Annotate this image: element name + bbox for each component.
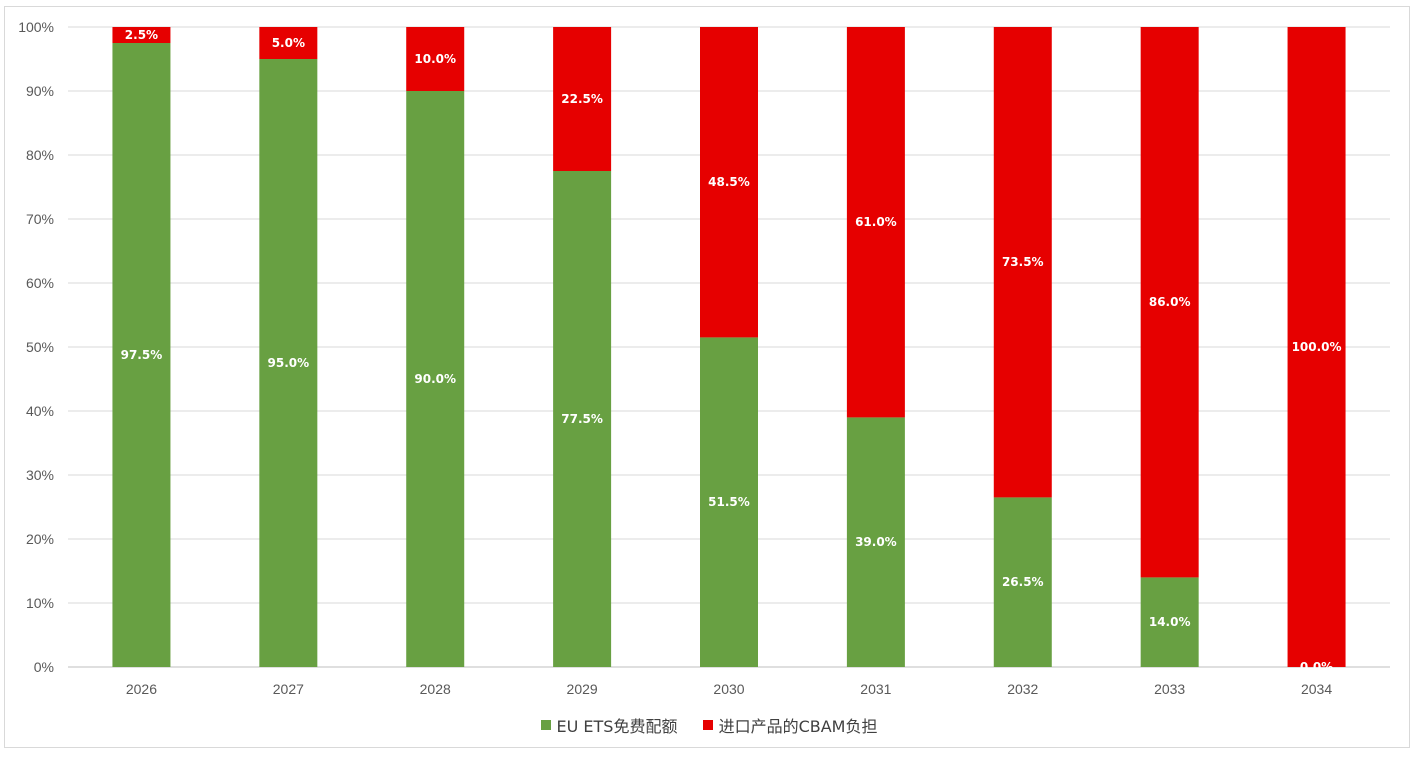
data-label: 14.0% (1149, 615, 1191, 629)
x-tick-label: 2026 (126, 681, 157, 697)
bar-segment-cbam-burden (406, 27, 465, 91)
bar-segment-free-allowance (700, 337, 758, 667)
legend-swatch-free-allowance (540, 720, 551, 730)
y-tick-label: 90% (26, 83, 54, 99)
y-tick-label: 20% (26, 531, 54, 547)
data-label: 61.0% (855, 215, 897, 229)
bar-segment-cbam-burden (846, 27, 905, 418)
bar-segment-free-allowance (259, 59, 318, 667)
y-tick-label: 60% (26, 275, 54, 291)
y-tick-label: 30% (26, 467, 54, 483)
x-tick-label: 2033 (1154, 681, 1185, 697)
legend-item-cbam-burden: 进口产品的CBAM负担 (702, 713, 878, 737)
x-tick-label: 2029 (567, 681, 598, 697)
y-tick-label: 40% (26, 403, 54, 419)
bar-segment-cbam-burden (1140, 27, 1199, 578)
data-label: 51.5% (708, 495, 750, 509)
bar-segment-free-allowance (993, 497, 1052, 667)
x-axis-tick-labels: 2026 2027 2028 2029 2030 2031 2032 2033 2034 (126, 681, 1332, 697)
bar-segment-free-allowance (112, 43, 171, 667)
data-label: 73.5% (1002, 255, 1044, 269)
bar-segment-free-allowance (846, 417, 905, 667)
y-tick-label: 70% (26, 211, 54, 227)
data-label: 86.0% (1149, 295, 1191, 309)
data-label: 95.0% (268, 356, 310, 370)
y-tick-label: 10% (26, 595, 54, 611)
bar-segment-cbam-burden (259, 27, 318, 59)
y-axis-tick-labels: 0% 10% 20% 30% 40% 50% 60% 70% 80% 90% 100% (18, 19, 54, 675)
legend-swatch-cbam-burden (702, 720, 713, 730)
x-tick-label: 2027 (273, 681, 304, 697)
bar-segment-free-allowance (406, 91, 465, 667)
bar-segment-cbam-burden (1287, 27, 1346, 667)
y-tick-label: 100% (18, 19, 54, 35)
x-tick-label: 2030 (713, 681, 744, 697)
data-label: 10.0% (414, 52, 456, 66)
legend-item-free-allowance: EU ETS免费配额 (540, 713, 678, 737)
legend-label-free-allowance: EU ETS免费配额 (556, 717, 678, 736)
data-labels: 97.5% 2.5% 95.0% 5.0% 90.0% 10.0% 77.5% 22.5% 51… (121, 28, 1342, 674)
data-label: 100.0% (1292, 340, 1342, 354)
data-label: 48.5% (708, 175, 750, 189)
y-tick-label: 0% (34, 659, 54, 675)
data-label: 0.0% (1300, 660, 1333, 674)
data-label: 90.0% (414, 372, 456, 386)
bar-segment-free-allowance (1140, 577, 1199, 667)
data-label: 2.5% (125, 28, 158, 42)
bar-segment-cbam-burden (553, 27, 612, 171)
bar-segment-free-allowance (553, 171, 612, 667)
x-tick-label: 2032 (1007, 681, 1038, 697)
data-label: 26.5% (1002, 575, 1044, 589)
bar-segment-cbam-burden (112, 27, 171, 43)
bar-segment-cbam-burden (993, 27, 1052, 498)
y-tick-label: 80% (26, 147, 54, 163)
x-tick-label: 2028 (420, 681, 451, 697)
data-label: 22.5% (561, 92, 603, 106)
bar-segment-cbam-burden (700, 27, 758, 338)
y-tick-label: 50% (26, 339, 54, 355)
data-label: 97.5% (121, 348, 163, 362)
x-tick-label: 2034 (1301, 681, 1332, 697)
legend-label-cbam-burden: 进口产品的CBAM负担 (718, 717, 878, 736)
data-label: 39.0% (855, 535, 897, 549)
bars (112, 27, 1346, 667)
x-tick-label: 2031 (860, 681, 891, 697)
legend: EU ETS免费配额 进口产品的CBAM负担 (0, 713, 1418, 737)
data-label: 5.0% (272, 36, 305, 50)
data-label: 77.5% (561, 412, 603, 426)
